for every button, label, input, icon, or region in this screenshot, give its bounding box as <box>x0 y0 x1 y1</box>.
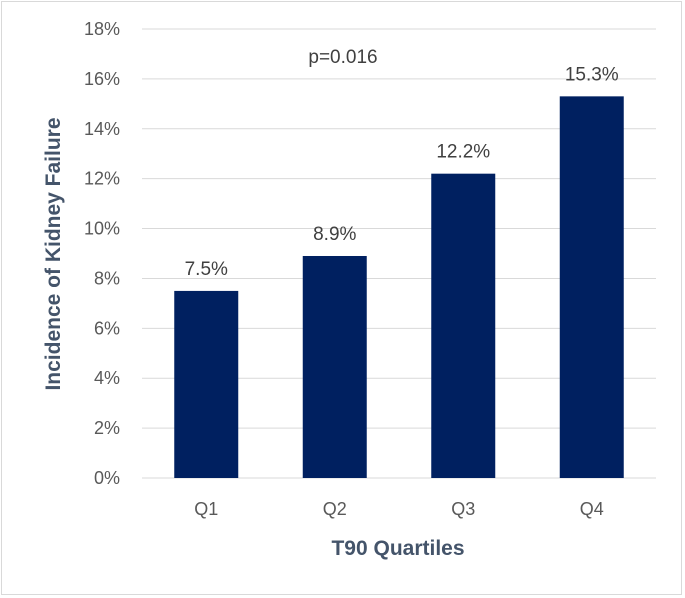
y-tick-label: 14% <box>84 119 120 139</box>
data-label: 8.9% <box>313 224 356 245</box>
x-axis-categories: Q1 Q2 Q3 Q4 <box>194 499 604 519</box>
x-tick-label: Q1 <box>194 499 218 519</box>
y-tick-label: 16% <box>84 69 120 89</box>
data-labels: 7.5% 8.9% 12.2% 15.3% <box>185 64 619 280</box>
x-tick-label: Q2 <box>323 499 347 519</box>
p-value-annotation: p=0.016 <box>308 47 377 68</box>
x-tick-label: Q4 <box>580 499 604 519</box>
data-label: 12.2% <box>436 142 490 163</box>
x-axis-title: T90 Quartiles <box>331 537 464 560</box>
y-axis-ticks: 0% 2% 4% 6% 8% 10% 12% 14% 16% 18% <box>84 19 120 488</box>
bar-q3 <box>431 173 496 478</box>
y-axis-title: Incidence of Kidney Failure <box>42 117 65 390</box>
y-tick-label: 0% <box>94 468 120 488</box>
y-tick-label: 8% <box>94 268 120 288</box>
bar-q2 <box>302 255 367 478</box>
y-tick-label: 6% <box>94 318 120 338</box>
y-tick-label: 10% <box>84 219 120 239</box>
y-tick-label: 2% <box>94 418 120 438</box>
x-tick-label: Q3 <box>451 499 475 519</box>
y-tick-label: 12% <box>84 169 120 189</box>
y-tick-label: 18% <box>84 19 120 39</box>
data-label: 15.3% <box>565 64 619 85</box>
y-tick-label: 4% <box>94 368 120 388</box>
bar-q4 <box>559 96 624 478</box>
bars <box>174 96 624 478</box>
bar-q1 <box>174 290 239 478</box>
data-label: 7.5% <box>185 259 228 280</box>
